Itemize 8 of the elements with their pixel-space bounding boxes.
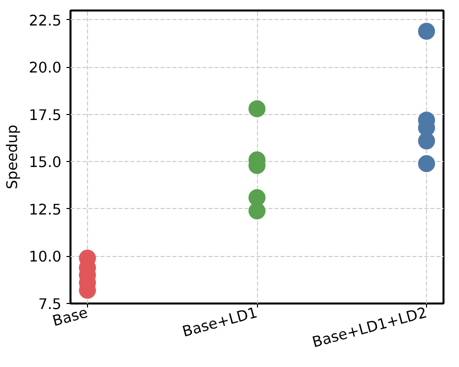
y-tick-label: 20.0: [28, 60, 62, 77]
y-tick-label: 10.0: [28, 248, 62, 266]
y-tick-label: 22.5: [28, 12, 62, 30]
y-tick-label: 12.5: [28, 201, 62, 218]
y-tick-label: 7.5: [38, 296, 62, 313]
y-tick-label: 15.0: [28, 154, 62, 172]
y-tick-label: 17.5: [28, 106, 62, 124]
y-axis-title: Speedup: [4, 124, 21, 190]
